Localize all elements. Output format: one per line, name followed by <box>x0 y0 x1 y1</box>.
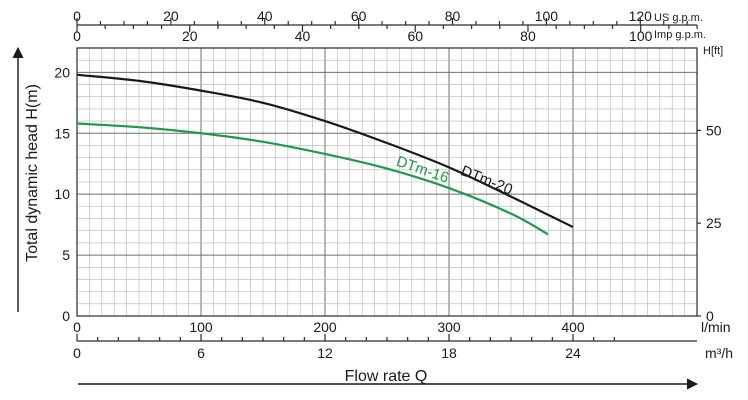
left-tick-label: 10 <box>54 186 70 202</box>
bottom-m3h-tick-label: 18 <box>441 345 457 361</box>
top-imp-tick-label: 100 <box>629 28 653 44</box>
top-us-tick-label: 60 <box>351 8 367 24</box>
bottom-m3h-tick-label: 12 <box>317 345 333 361</box>
top-imp-unit: Imp g.p.m. <box>654 29 706 41</box>
bottom-lmin-tick-label: 400 <box>561 319 585 335</box>
right-tick-label: 0 <box>706 308 714 324</box>
series-label-dtm-16: DTm-16 <box>394 153 451 187</box>
top-imp-tick-label: 40 <box>295 28 311 44</box>
bottom-lmin-tick-label: 0 <box>73 319 81 335</box>
top-us-tick-label: 20 <box>163 8 179 24</box>
bottom-m3h-tick-label: 24 <box>565 345 581 361</box>
left-tick-label: 15 <box>54 125 70 141</box>
right-axis-unit: H[ft] <box>703 45 723 57</box>
series-line-dtm-20 <box>76 73 574 229</box>
series-label-dtm-20: DTm-20 <box>458 162 515 198</box>
grid <box>76 47 698 317</box>
bottom-m3h-tick-label: 6 <box>197 345 205 361</box>
top-imp-tick-label: 60 <box>407 28 423 44</box>
left-tick-label: 0 <box>62 308 70 324</box>
bottom-lmin-unit: l/min <box>701 319 731 335</box>
top-us-tick-label: 80 <box>445 8 461 24</box>
top-us-tick-label: 0 <box>73 8 81 24</box>
axes: Total dynamic head H(m) Flow rate Q 0 5 10… <box>12 8 733 390</box>
top-us-tick-label: 40 <box>257 8 273 24</box>
right-tick-label: 25 <box>706 215 722 231</box>
bottom-lmin-tick-label: 200 <box>313 319 337 335</box>
top-imp-tick-label: 20 <box>182 28 198 44</box>
top-us-unit: US g.p.m. <box>654 12 703 24</box>
left-tick-label: 5 <box>62 247 70 263</box>
top-us-tick-label: 100 <box>535 8 559 24</box>
top-us-tick-label: 120 <box>629 8 653 24</box>
y-axis-title: Total dynamic head H(m) <box>24 84 41 262</box>
series-line-dtm-16 <box>76 122 549 236</box>
bottom-lmin-tick-label: 100 <box>189 319 213 335</box>
bottom-m3h-unit: m³/h <box>705 345 733 361</box>
plot-frame <box>76 47 698 317</box>
top-imp-tick-label: 0 <box>73 28 81 44</box>
x-axis-title: Flow rate Q <box>345 368 428 385</box>
left-tick-label: 20 <box>54 64 70 80</box>
bottom-lmin-tick-label: 300 <box>437 319 461 335</box>
right-tick-label: 50 <box>706 122 722 138</box>
bottom-m3h-tick-label: 0 <box>73 345 81 361</box>
top-imp-tick-label: 80 <box>520 28 536 44</box>
